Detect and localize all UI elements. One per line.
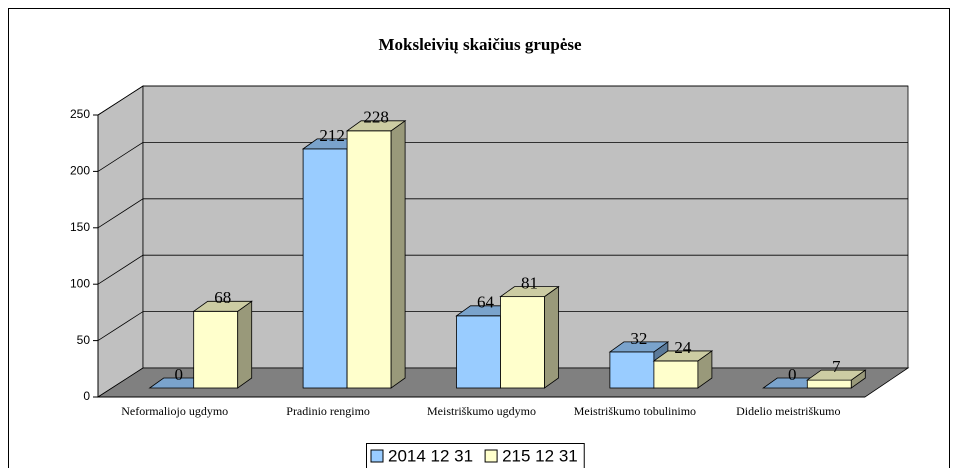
bar-top	[192, 300, 253, 312]
grid-line	[97, 254, 908, 285]
bar-side	[544, 285, 559, 389]
y-tick-label: 250	[70, 107, 90, 121]
bar-top	[499, 286, 560, 298]
legend-label: 215 12 31	[502, 446, 578, 465]
y-tick-label: 50	[77, 333, 91, 347]
bar	[345, 120, 407, 389]
value-label: 81	[521, 274, 538, 293]
y-tick-label: 0	[83, 389, 90, 403]
bar	[652, 350, 714, 389]
value-label: 0	[174, 365, 183, 384]
bar-front	[346, 130, 392, 389]
value-label: 228	[363, 108, 389, 127]
x-tick-label: Pradinio rengimo	[286, 404, 370, 418]
value-label: 212	[319, 126, 345, 145]
bar-side	[390, 120, 406, 389]
bar	[499, 285, 560, 389]
x-tick-label: Neformaliojo ugdymo	[121, 404, 228, 418]
bar-top	[806, 369, 867, 381]
legend-label: 2014 12 31	[388, 446, 473, 465]
bar-front	[653, 360, 699, 389]
value-label: 68	[214, 288, 231, 307]
bar-front	[302, 148, 348, 389]
value-label: 32	[630, 329, 647, 348]
x-tick-label: Meistriškumo tobulinimo	[574, 404, 696, 418]
grid-line	[97, 141, 908, 172]
bar-top	[608, 341, 670, 353]
bar-front	[806, 379, 852, 389]
legend-swatch	[484, 449, 498, 463]
value-label: 0	[788, 365, 797, 384]
bar-top	[345, 120, 407, 132]
y-tick-label: 150	[70, 220, 90, 234]
value-label: 24	[674, 338, 692, 357]
grid-line	[97, 85, 908, 116]
x-tick-label: Meistriškumo ugdymo	[427, 404, 536, 418]
bar-front	[456, 315, 501, 389]
bar	[192, 300, 253, 389]
value-label: 7	[832, 357, 841, 376]
bar-top	[652, 350, 714, 362]
value-label: 64	[477, 293, 495, 312]
bar	[806, 369, 867, 389]
grid-line	[97, 198, 908, 229]
side-wall	[97, 85, 144, 398]
y-tick-label: 200	[70, 164, 90, 178]
bar-front	[193, 310, 239, 389]
x-tick-label: Didelio meistriškumo	[736, 404, 840, 418]
legend-swatch	[370, 449, 384, 463]
bar-side	[237, 300, 253, 389]
chart-title: Moksleivių skaičius grupėse	[378, 35, 582, 54]
grid-line	[97, 311, 908, 341]
bar-front	[500, 296, 545, 389]
legend-box	[366, 443, 585, 468]
y-tick-label: 100	[70, 276, 90, 290]
bar-front	[609, 351, 655, 389]
